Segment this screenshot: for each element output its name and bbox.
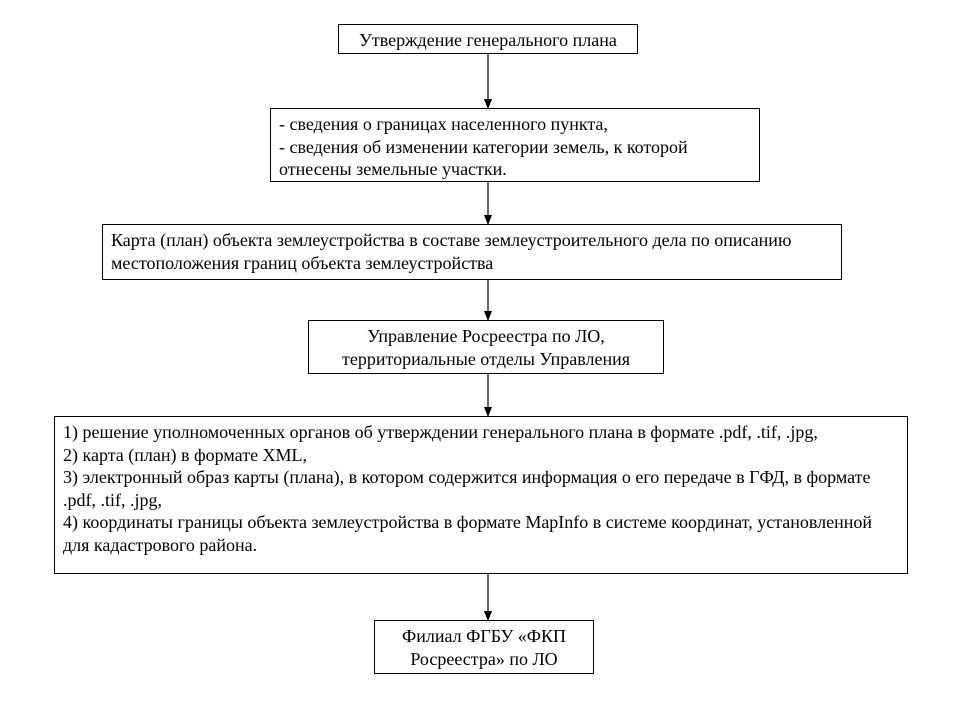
flow-node-n1: Утверждение генерального плана (338, 24, 638, 54)
flow-node-n6: Филиал ФГБУ «ФКП Росреестра» по ЛО (374, 620, 594, 674)
flow-node-n5: 1) решение уполномоченных органов об утв… (54, 416, 908, 574)
flow-node-n2: - сведения о границах населенного пункта… (270, 108, 760, 182)
flow-node-n4: Управление Росреестра по ЛО,территориаль… (308, 320, 664, 374)
flow-node-n3: Карта (план) объекта землеустройства в с… (102, 224, 842, 280)
